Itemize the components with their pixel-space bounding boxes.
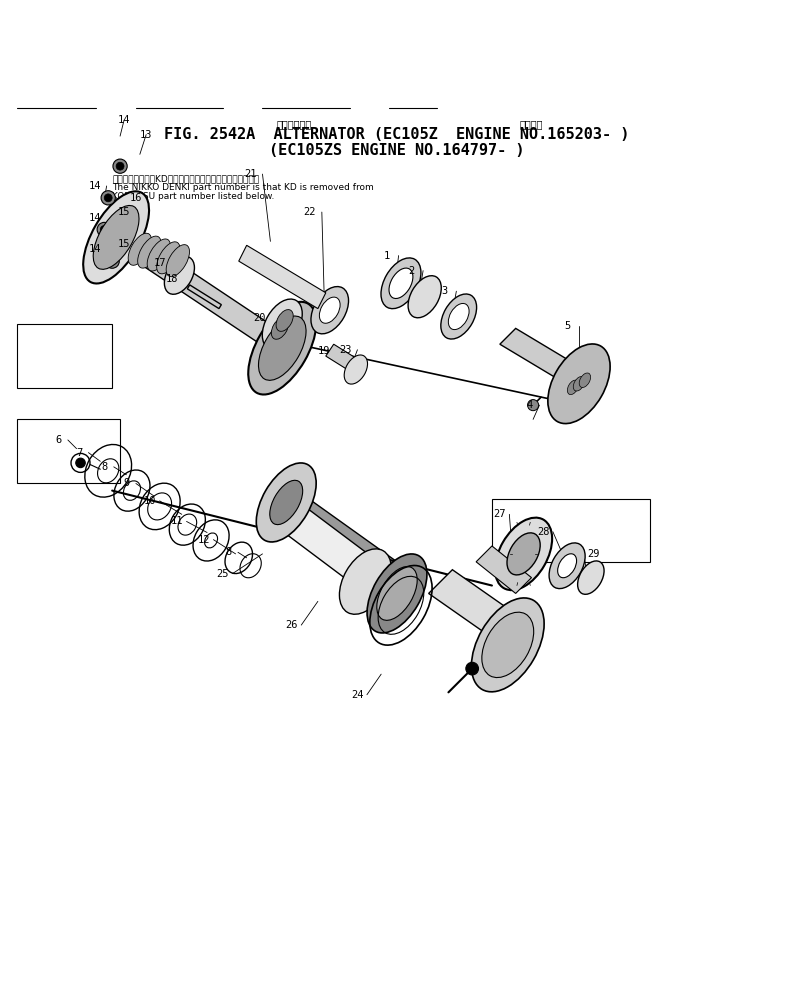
Ellipse shape	[270, 481, 303, 524]
Ellipse shape	[568, 380, 579, 395]
Ellipse shape	[137, 236, 161, 268]
Text: 9: 9	[123, 479, 129, 489]
Circle shape	[105, 254, 119, 268]
Ellipse shape	[256, 463, 316, 542]
Text: FIG. 2542A  ALTERNATOR (EC105Z  ENGINE NO.165203- ): FIG. 2542A ALTERNATOR (EC105Z ENGINE NO.…	[164, 128, 630, 143]
Text: 14: 14	[88, 212, 101, 222]
Text: 2: 2	[408, 265, 414, 275]
Ellipse shape	[93, 205, 139, 269]
Text: 11: 11	[171, 516, 183, 526]
Text: 3: 3	[441, 286, 448, 296]
Ellipse shape	[249, 302, 316, 395]
Circle shape	[108, 257, 116, 265]
Text: 15: 15	[118, 207, 130, 217]
Text: 14: 14	[88, 181, 101, 191]
Circle shape	[97, 222, 111, 236]
Text: 8: 8	[225, 547, 232, 557]
Ellipse shape	[389, 268, 413, 298]
Text: 25: 25	[217, 568, 229, 578]
Circle shape	[104, 193, 112, 201]
Ellipse shape	[573, 377, 584, 391]
Ellipse shape	[166, 244, 190, 277]
Circle shape	[75, 459, 85, 468]
Text: 14: 14	[118, 116, 130, 126]
Ellipse shape	[507, 532, 540, 575]
Polygon shape	[429, 569, 531, 649]
Polygon shape	[286, 483, 397, 601]
Ellipse shape	[441, 294, 476, 339]
Text: 1: 1	[384, 250, 390, 260]
Ellipse shape	[495, 517, 552, 590]
Text: 21: 21	[245, 169, 257, 179]
Ellipse shape	[381, 258, 421, 309]
Text: (EC105ZS ENGINE NO.164797- ): (EC105ZS ENGINE NO.164797- )	[269, 144, 525, 159]
Text: 16: 16	[129, 192, 142, 202]
Ellipse shape	[164, 256, 195, 294]
Polygon shape	[326, 344, 365, 376]
Ellipse shape	[367, 554, 427, 633]
Ellipse shape	[577, 561, 604, 594]
Ellipse shape	[548, 344, 610, 424]
Ellipse shape	[156, 242, 180, 274]
Text: 17: 17	[153, 257, 166, 268]
Text: 19: 19	[318, 346, 330, 356]
Ellipse shape	[319, 297, 340, 323]
Text: 13: 13	[140, 130, 152, 140]
Text: 6: 6	[56, 435, 61, 445]
Text: 23: 23	[339, 345, 352, 355]
Circle shape	[527, 400, 538, 411]
Text: 品番のメーカ記号KDを除いたものが日興電機の品番です。: 品番のメーカ記号KDを除いたものが日興電機の品番です。	[112, 174, 260, 183]
Text: 4: 4	[526, 400, 533, 410]
Ellipse shape	[549, 543, 585, 588]
Ellipse shape	[449, 303, 469, 330]
Polygon shape	[500, 328, 595, 392]
Polygon shape	[187, 285, 222, 309]
Ellipse shape	[579, 373, 591, 388]
Text: 14: 14	[88, 244, 101, 254]
Ellipse shape	[262, 299, 303, 350]
Ellipse shape	[339, 549, 391, 614]
Ellipse shape	[408, 276, 441, 318]
Circle shape	[101, 190, 115, 205]
Ellipse shape	[259, 316, 306, 380]
Text: 10: 10	[144, 496, 156, 505]
Text: 26: 26	[286, 620, 298, 630]
Text: 29: 29	[587, 549, 599, 559]
Circle shape	[116, 163, 124, 170]
Polygon shape	[239, 245, 326, 309]
Polygon shape	[271, 498, 389, 593]
Ellipse shape	[482, 612, 534, 678]
Ellipse shape	[377, 566, 417, 620]
Text: オルタネータ: オルタネータ	[276, 119, 312, 129]
Polygon shape	[476, 546, 531, 593]
Text: 20: 20	[253, 313, 265, 323]
Ellipse shape	[128, 233, 152, 265]
Text: 18: 18	[165, 273, 178, 283]
Text: 5: 5	[564, 321, 570, 331]
Text: 12: 12	[198, 534, 210, 544]
Ellipse shape	[272, 317, 288, 339]
Text: 22: 22	[304, 207, 316, 217]
Text: 24: 24	[351, 690, 364, 700]
Text: The NIKKO DENKI part number is that KD is removed from: The NIKKO DENKI part number is that KD i…	[112, 183, 374, 192]
Ellipse shape	[344, 355, 368, 384]
Text: 適用号機: 適用号機	[520, 119, 543, 129]
Text: 7: 7	[75, 448, 82, 458]
Text: 28: 28	[537, 526, 549, 536]
Ellipse shape	[83, 191, 149, 283]
Polygon shape	[112, 229, 294, 356]
Text: 27: 27	[494, 509, 506, 519]
Ellipse shape	[311, 286, 349, 334]
Circle shape	[466, 662, 479, 675]
Ellipse shape	[557, 553, 576, 577]
Circle shape	[100, 225, 108, 233]
Text: 8: 8	[101, 462, 107, 472]
Text: KOMATSU part number listed below.: KOMATSU part number listed below.	[112, 192, 275, 201]
Ellipse shape	[276, 310, 293, 331]
Circle shape	[113, 160, 127, 173]
Text: 15: 15	[118, 238, 130, 248]
Polygon shape	[286, 506, 413, 601]
Ellipse shape	[472, 598, 544, 692]
Ellipse shape	[147, 239, 171, 271]
